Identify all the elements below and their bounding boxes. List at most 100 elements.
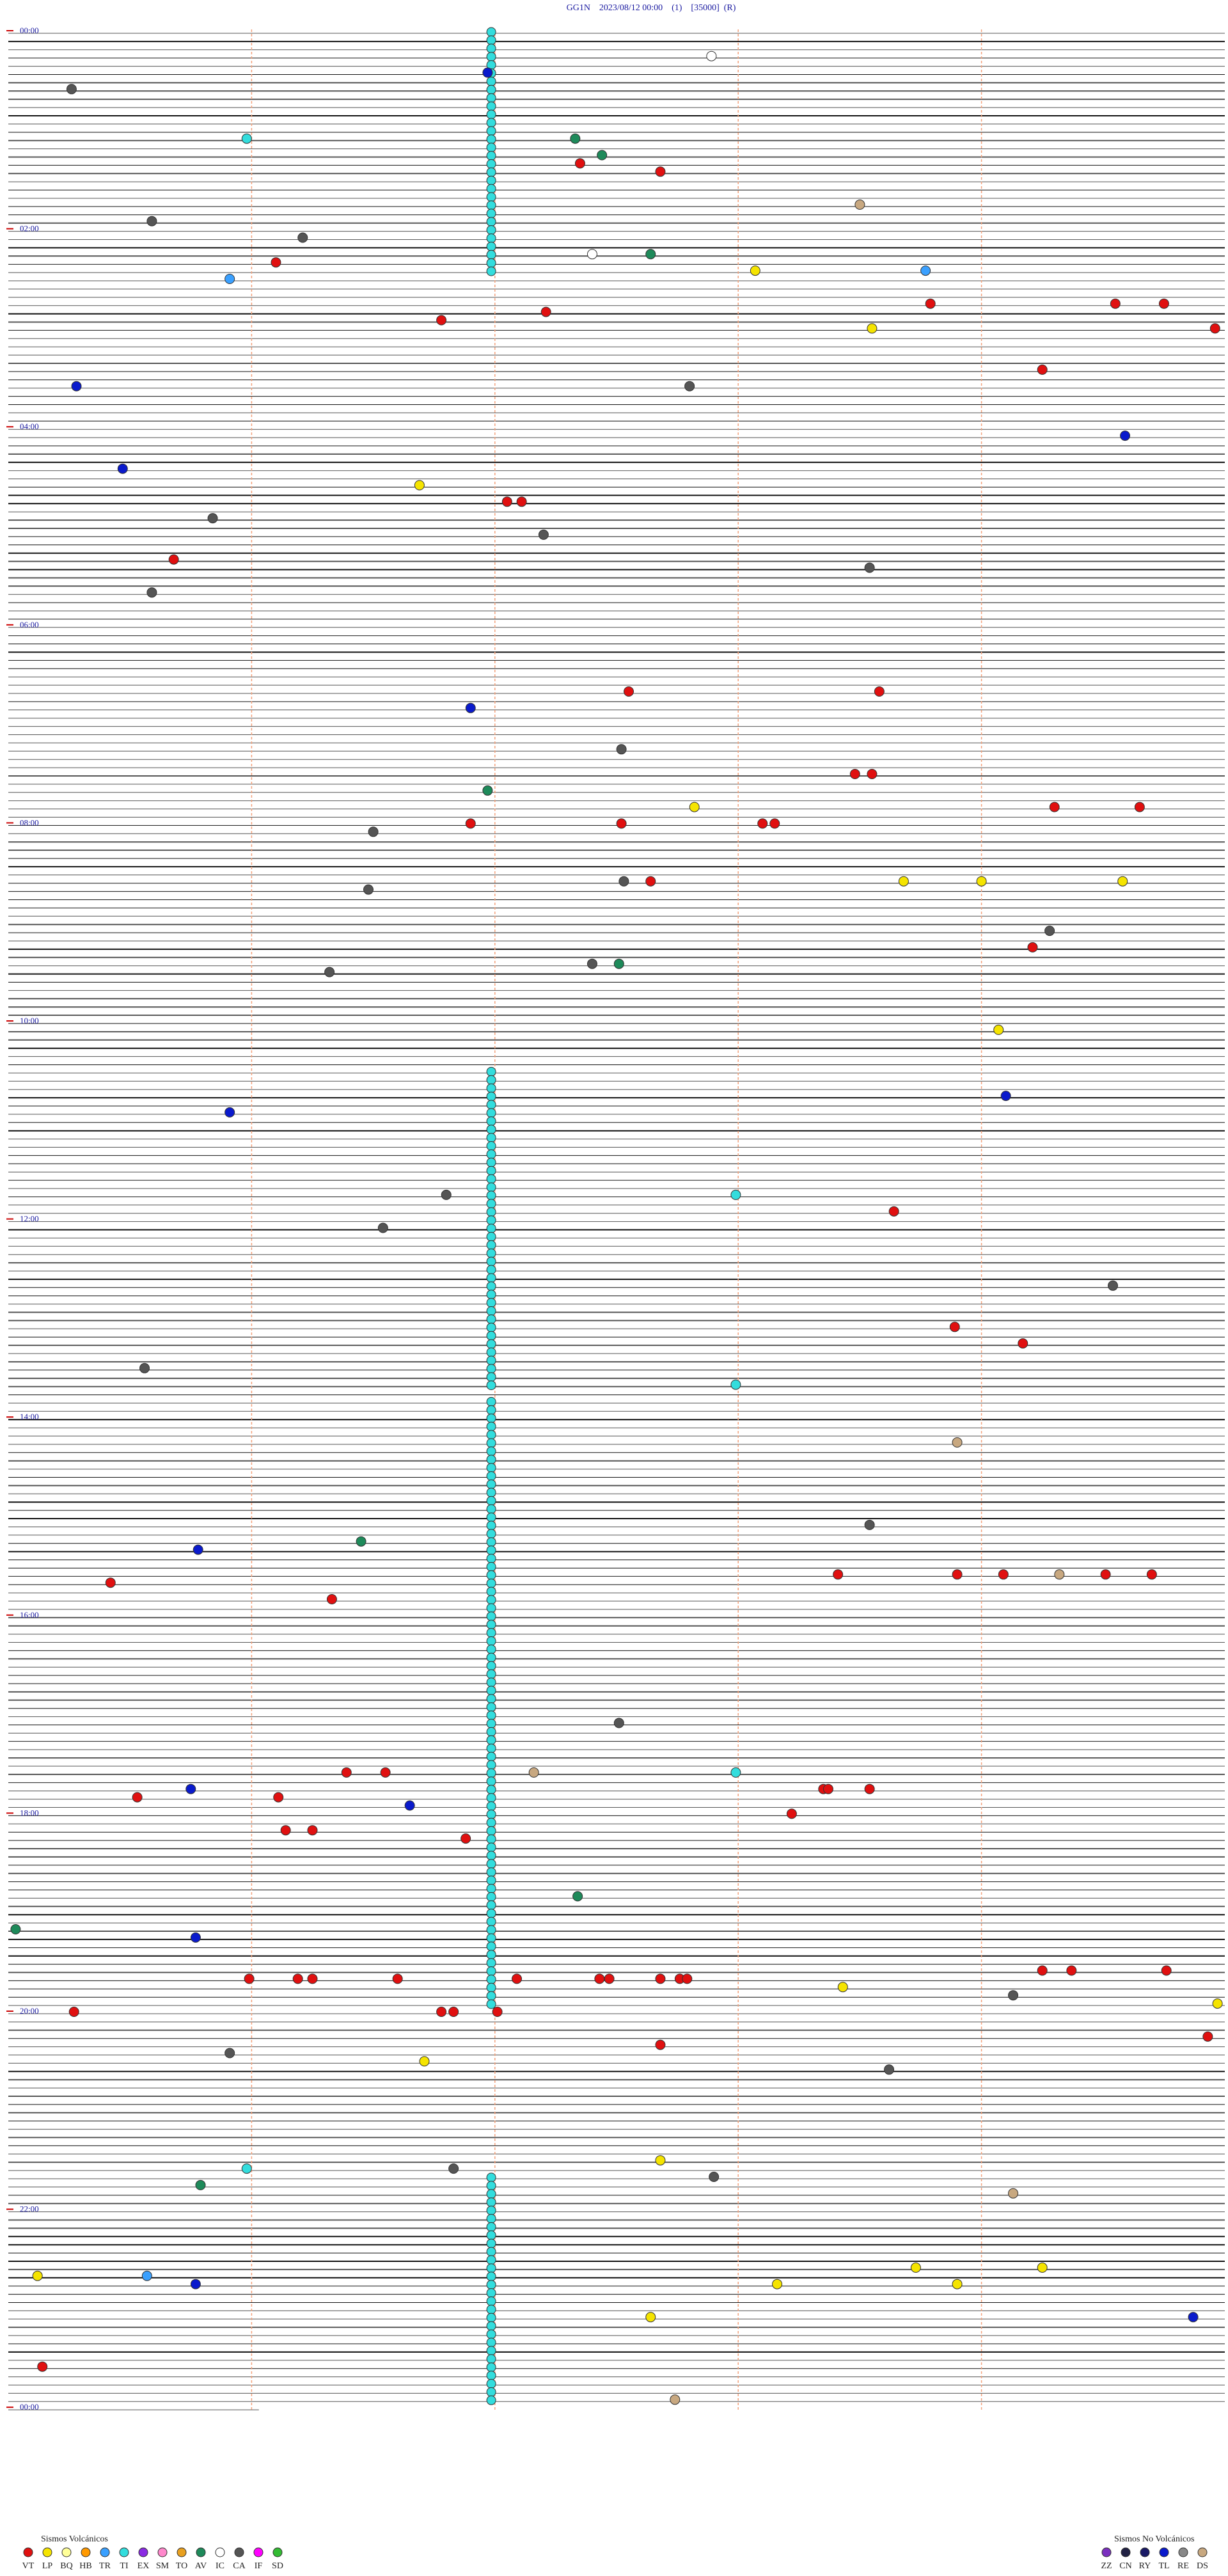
event-marker <box>241 2163 252 2174</box>
ti-marker <box>486 1066 496 1077</box>
legend-title: Sismos No Volcánicos <box>1114 2534 1195 2544</box>
ti-marker <box>486 1554 496 1563</box>
event-marker <box>404 1800 415 1811</box>
ti-marker <box>486 1586 496 1597</box>
ti-marker <box>486 2172 496 2183</box>
ti-marker <box>486 76 496 86</box>
event-marker <box>925 298 936 309</box>
event-marker <box>952 2279 963 2289</box>
ti-marker <box>486 1199 496 1209</box>
event-marker <box>363 884 374 895</box>
ti-marker <box>486 2395 496 2405</box>
time-label: 04:00 <box>20 422 39 431</box>
event-marker <box>441 1189 452 1200</box>
legend-swatch <box>23 2547 33 2557</box>
ti-marker <box>486 1768 496 1778</box>
ti-marker <box>486 1817 496 1828</box>
event-marker <box>307 1973 318 1984</box>
event-marker <box>586 249 597 260</box>
event-marker <box>655 166 666 177</box>
legend-swatch <box>1121 2547 1131 2557</box>
event-marker <box>185 1783 196 1794</box>
event-marker <box>132 1792 143 1803</box>
event-marker <box>195 2179 206 2190</box>
ti-marker <box>486 1496 496 1506</box>
time-label: 10:00 <box>20 1016 39 1025</box>
event-marker <box>949 1322 960 1332</box>
ti-marker <box>486 1190 496 1201</box>
event-marker <box>867 769 878 779</box>
event-marker <box>682 1973 693 1984</box>
ti-marker <box>486 1231 496 1242</box>
ti-marker <box>486 1834 496 1844</box>
time-label: 12:00 <box>20 1214 39 1224</box>
legend-swatch <box>138 2547 148 2557</box>
ti-marker <box>486 2371 496 2381</box>
ti-marker <box>486 1760 496 1770</box>
ti-marker <box>486 1174 496 1184</box>
ti-marker <box>486 249 496 260</box>
legend-swatch <box>1197 2547 1208 2557</box>
event-marker <box>1000 1091 1011 1102</box>
ti-marker <box>486 1355 496 1366</box>
ti-marker <box>486 1974 496 1984</box>
ti-marker <box>486 1133 496 1143</box>
ti-marker <box>486 1842 496 1853</box>
event-marker <box>750 265 760 276</box>
ti-marker <box>486 2255 496 2265</box>
legend-swatch <box>1178 2547 1188 2557</box>
event-marker <box>356 1536 366 1547</box>
ti-marker <box>486 1620 496 1630</box>
event-marker <box>1054 1569 1065 1580</box>
ti-marker <box>486 1982 496 1993</box>
event-marker <box>864 1783 875 1794</box>
event-marker <box>1027 942 1038 952</box>
ti-marker <box>486 1603 496 1613</box>
ti-marker <box>486 1413 496 1423</box>
ti-marker <box>486 1339 496 1349</box>
ti-marker <box>486 2379 496 2389</box>
ti-marker <box>486 1306 496 1316</box>
ti-marker <box>486 35 496 45</box>
ti-marker <box>486 1421 496 1432</box>
ti-marker <box>486 1719 496 1728</box>
ti-marker <box>486 1290 496 1300</box>
event-marker <box>1108 1280 1119 1291</box>
event-marker <box>888 1206 899 1217</box>
ti-marker <box>486 2321 496 2331</box>
event-marker <box>139 1363 150 1373</box>
event-marker <box>512 1973 523 1984</box>
event-marker <box>993 1024 1004 1035</box>
event-marker <box>377 1222 388 1233</box>
event-marker <box>594 1973 605 1984</box>
legend-label: RY <box>1139 2561 1151 2571</box>
event-marker <box>516 496 527 507</box>
header-title: GG1N 2023/08/12 00:00 (1) [35000] (R) <box>567 3 736 13</box>
event-marker <box>1134 802 1145 812</box>
event-marker <box>1037 364 1048 375</box>
ti-marker <box>486 1801 496 1811</box>
ti-marker <box>486 1322 496 1332</box>
ti-marker <box>486 1487 496 1497</box>
legend-swatch <box>215 2547 225 2557</box>
time-label: 00:00 <box>20 2402 39 2412</box>
ti-marker <box>486 1207 496 1217</box>
event-marker <box>730 1379 741 1390</box>
ti-marker <box>486 1100 496 1110</box>
ti-marker <box>486 1091 496 1102</box>
ti-marker <box>486 27 496 37</box>
ti-marker <box>486 241 496 251</box>
ti-marker <box>486 1471 496 1481</box>
ti-marker <box>486 1438 496 1448</box>
event-marker <box>655 2039 666 2050</box>
time-label: 00:00 <box>20 26 39 35</box>
event-marker <box>604 1973 615 1984</box>
event-marker <box>874 686 885 697</box>
ti-marker <box>486 1950 496 1960</box>
ti-marker <box>486 1686 496 1696</box>
event-marker <box>292 1973 303 1984</box>
ti-marker <box>486 1083 496 1093</box>
ti-marker <box>486 2280 496 2290</box>
legend-swatch <box>157 2547 168 2557</box>
